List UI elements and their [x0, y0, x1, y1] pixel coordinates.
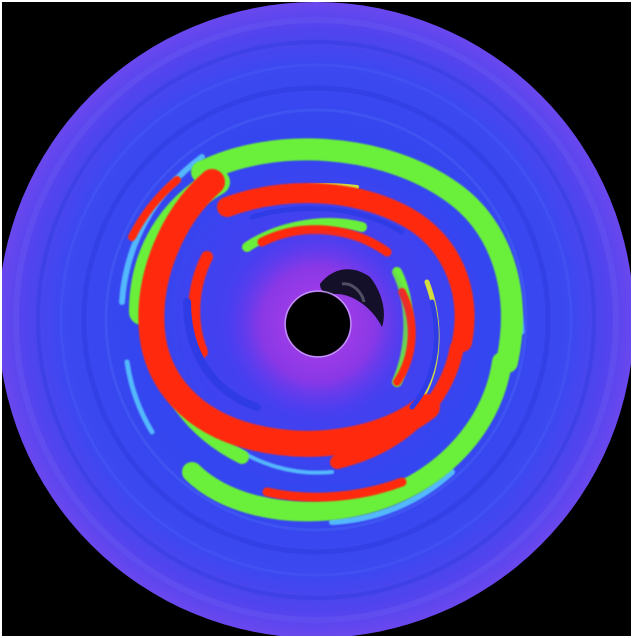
- disk-rings: [13, 17, 619, 623]
- black-hole: [286, 292, 350, 356]
- blue-gaps: [183, 206, 439, 411]
- core-shadow: [320, 269, 384, 327]
